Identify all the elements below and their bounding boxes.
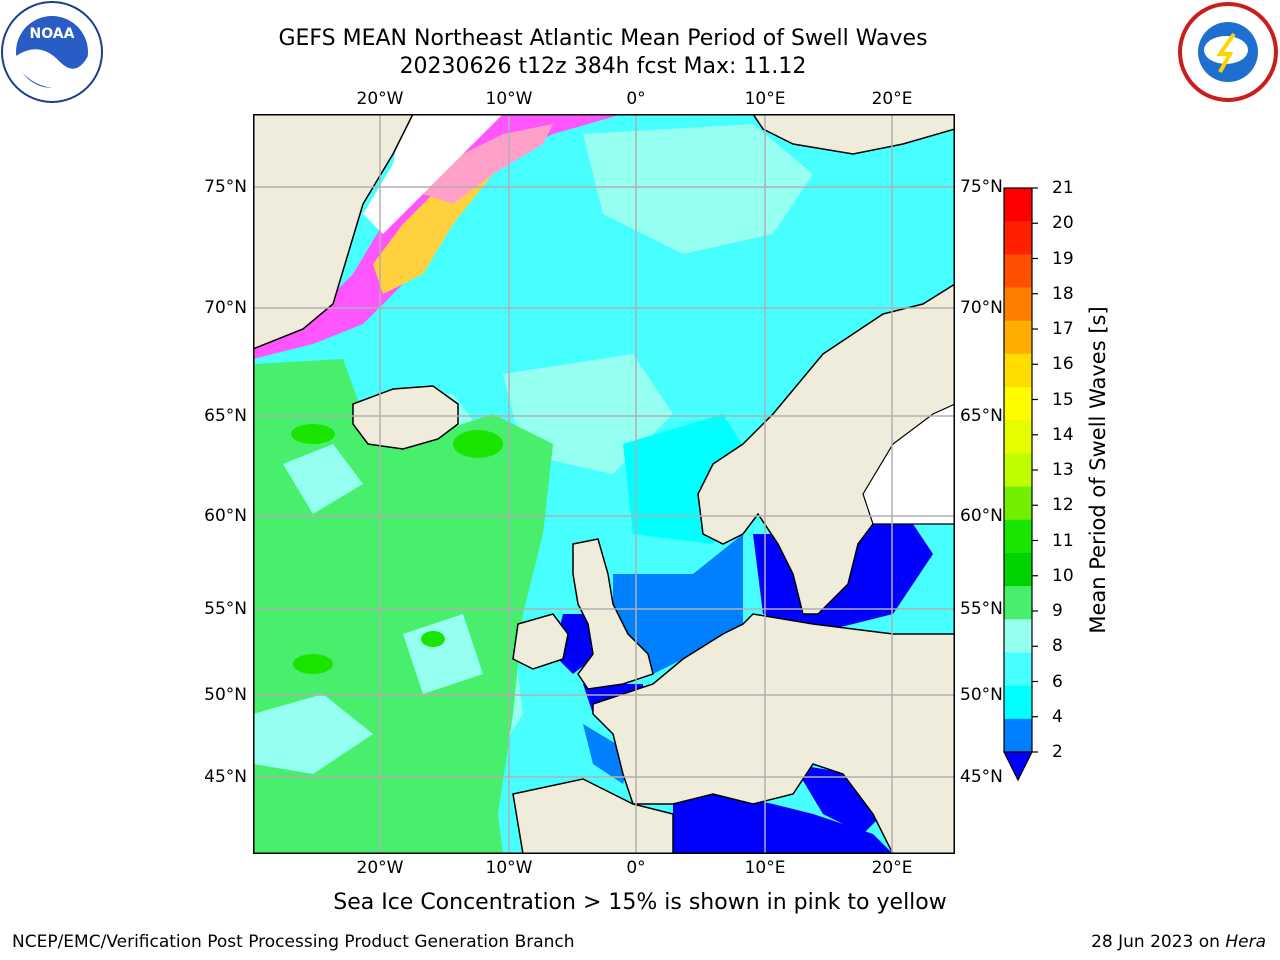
lon-label-top: 10°E [744, 89, 786, 109]
lat-label-right: 75°N [960, 177, 1003, 197]
sea-ice-light [423, 124, 553, 204]
colorbar-cell [1004, 718, 1032, 753]
lat-label-left: 45°N [204, 767, 247, 787]
lon-label-bottom: 20°E [871, 858, 913, 878]
lon-label-top: 0° [626, 89, 646, 109]
colorbar-cell [1004, 519, 1032, 554]
colorbar-tick-label: 18 [1052, 283, 1074, 304]
adriatic-sea [793, 764, 883, 834]
nws-logo [1178, 2, 1278, 102]
lon-label-bottom: 0° [626, 858, 646, 878]
chart-subtitle: 20230626 t12z 384h fcst Max: 11.12 [399, 54, 807, 79]
footer-machine: Hera [1225, 932, 1266, 952]
colorbar-tick-label: 4 [1052, 706, 1063, 727]
swell-patch-11s [421, 631, 445, 647]
colorbar-tick-label: 2 [1052, 742, 1063, 762]
swell-patch-4s [613, 534, 743, 674]
lon-label-top: 20°E [871, 89, 913, 109]
colorbar-cell [1004, 420, 1032, 454]
gulf-bothnia-no-data [862, 403, 955, 525]
continental-europe-land [592, 613, 955, 854]
colorbar-cell [1004, 287, 1032, 322]
colorbar-cell [1004, 387, 1032, 421]
sea-ice-band [253, 114, 623, 359]
sea-ice-caption: Sea Ice Concentration > 15% is shown in … [333, 890, 947, 915]
lon-label-bottom: 10°W [485, 858, 533, 878]
swell-patch-9s [403, 614, 483, 694]
mediterranean-sea [673, 794, 893, 854]
colorbar-cell [1004, 353, 1032, 388]
colorbar-cell [1004, 619, 1032, 653]
colorbar-cell [1004, 652, 1032, 687]
lat-label-right: 55°N [960, 599, 1003, 619]
colorbar-tick-label: 13 [1052, 460, 1074, 480]
footer-credit: NCEP/EMC/Verification Post Processing Pr… [12, 932, 575, 952]
swell-patch-11s [291, 424, 335, 444]
swell-patch-11s [453, 430, 503, 458]
colorbar-tick-label: 14 [1052, 424, 1074, 445]
colorbar-cell [1004, 586, 1032, 620]
colorbar-cell [1004, 254, 1032, 289]
colorbar-tick-label: 20 [1052, 213, 1074, 234]
colorbar-cell [1004, 486, 1032, 521]
colorbar-title: Mean Period of Swell Waves [s] [1086, 306, 1110, 634]
swell-patch-9s [583, 124, 813, 254]
colorbar-tick-label: 9 [1052, 601, 1063, 621]
swell-patch-4s [583, 724, 633, 784]
colorbar-tick-label: 6 [1052, 671, 1063, 692]
colorbar-under-triangle [1003, 751, 1033, 782]
colorbar-cell [1004, 221, 1032, 255]
footer-date: 28 Jun 2023 on Hera [1091, 932, 1266, 952]
lat-label-right: 45°N [960, 767, 1003, 787]
colorbar-tick-label: 21 [1052, 178, 1074, 198]
swell-patch-9s [253, 694, 373, 774]
map-gridlines [253, 114, 955, 854]
map-frame [253, 114, 955, 854]
swell-patch-9s [283, 444, 363, 514]
swell-patch-11s [293, 654, 333, 674]
footer-date-text: 28 Jun 2023 on [1091, 932, 1220, 952]
lat-label-right: 50°N [960, 685, 1003, 705]
greenland-land [253, 114, 414, 350]
lat-label-right: 70°N [960, 298, 1003, 318]
colorbar-tick-label: 12 [1052, 495, 1074, 516]
lon-label-bottom: 20°W [356, 858, 404, 878]
lat-label-left: 75°N [204, 177, 247, 197]
colorbar-tick-label: 15 [1052, 389, 1074, 410]
colorbar-cell [1004, 552, 1032, 587]
colorbar-tick-label: 19 [1052, 248, 1074, 269]
lat-label-right: 60°N [960, 506, 1003, 526]
noaa-logo: NOAA [1, 1, 103, 103]
colorbar-tick-label: 11 [1052, 530, 1074, 551]
lat-label-left: 50°N [204, 685, 247, 705]
lon-label-top: 10°W [485, 89, 533, 109]
colorbar-tick-label: 16 [1052, 354, 1074, 375]
colorbar [1003, 187, 1038, 782]
lat-label-left: 55°N [204, 599, 247, 619]
lat-label-left: 60°N [204, 506, 247, 526]
colorbar-tick-label: 8 [1052, 636, 1063, 657]
colorbar-cell [1004, 685, 1032, 720]
map-plot [253, 114, 955, 854]
iberia-land [512, 778, 674, 854]
lat-label-left: 70°N [204, 298, 247, 318]
colorbar-tickmarks [1032, 187, 1038, 753]
lat-label-left: 65°N [204, 406, 247, 426]
lat-label-right: 65°N [960, 406, 1003, 426]
lon-label-bottom: 10°E [744, 858, 786, 878]
svalbard-land [752, 114, 955, 155]
chart-title: GEFS MEAN Northeast Atlantic Mean Period… [278, 26, 928, 51]
colorbar-tick-label: 17 [1052, 319, 1074, 339]
colorbar-cell [1004, 188, 1032, 222]
ireland-land [512, 613, 569, 670]
great-britain-land [572, 538, 654, 690]
colorbar-cell [1004, 453, 1032, 488]
lon-label-top: 20°W [356, 89, 404, 109]
colorbar-cell [1004, 320, 1032, 355]
colorbar-cells [1004, 188, 1032, 753]
colorbar-tick-label: 10 [1052, 565, 1074, 586]
noaa-logo-text: NOAA [30, 26, 75, 42]
